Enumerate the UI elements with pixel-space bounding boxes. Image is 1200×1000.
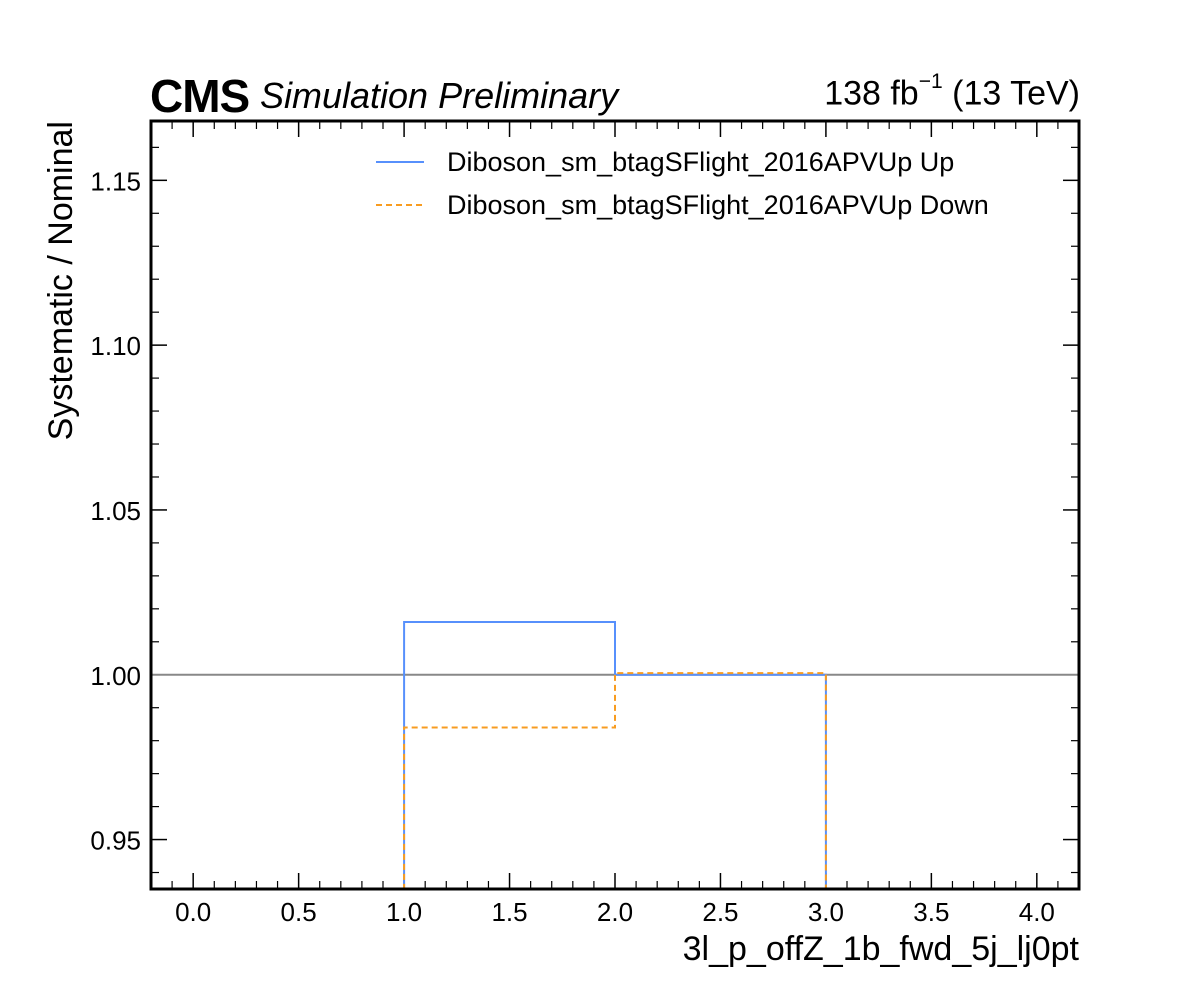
x-tick-label: 0.0 bbox=[175, 897, 211, 927]
plot-area bbox=[151, 621, 1079, 890]
experiment-label: CMS bbox=[150, 70, 250, 122]
y-tick-label: 1.10 bbox=[90, 331, 141, 361]
axis-ticks: 0.0 0.5 1.0 1.5 2.0 2.5 3.0 3.5 4.0 0.95 1.00 1.05 1… bbox=[90, 121, 1080, 927]
x-tick-label: 2.0 bbox=[597, 897, 633, 927]
x-axis-label: 3l_p_offZ_1b_fwd_5j_lj0pt bbox=[683, 930, 1080, 968]
series-line-up bbox=[193, 621, 1037, 890]
luminosity-value: 138 fb bbox=[824, 74, 919, 113]
legend-entry: Diboson_sm_btagSFlight_2016APVUp Down bbox=[447, 190, 989, 220]
x-tick-label: 3.5 bbox=[913, 897, 949, 927]
x-tick-label: 1.0 bbox=[386, 897, 422, 927]
y-tick-label: 1.15 bbox=[90, 166, 141, 196]
y-tick-label: 1.00 bbox=[90, 661, 141, 691]
luminosity-exponent: −1 bbox=[918, 70, 943, 93]
y-tick-label: 1.05 bbox=[90, 496, 141, 526]
x-tick-label: 3.0 bbox=[808, 897, 844, 927]
plot-frame bbox=[149, 119, 1081, 891]
x-tick-label: 4.0 bbox=[1019, 897, 1055, 927]
legend-entry: Diboson_sm_btagSFlight_2016APVUp Up bbox=[447, 147, 954, 177]
x-tick-label: 2.5 bbox=[702, 897, 738, 927]
luminosity-label: 138 fb−1 (13 TeV) bbox=[824, 71, 1080, 113]
luminosity-energy: (13 TeV) bbox=[942, 74, 1080, 113]
y-tick-label: 0.95 bbox=[90, 826, 141, 856]
legend: Diboson_sm_btagSFlight_2016APVUp Up Dibos… bbox=[376, 147, 989, 220]
series-line-down bbox=[193, 672, 1037, 890]
status-label: Simulation Preliminary bbox=[260, 75, 619, 116]
x-tick-label: 0.5 bbox=[281, 897, 317, 927]
y-axis-label: Systematic / Nominal bbox=[42, 121, 80, 440]
x-tick-label: 1.5 bbox=[491, 897, 527, 927]
